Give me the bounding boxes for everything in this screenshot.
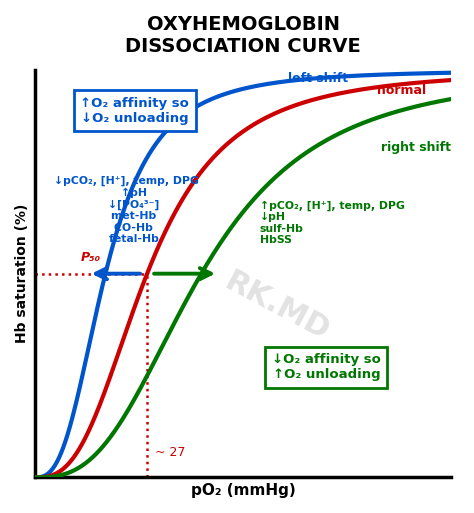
Text: ↑O₂ affinity so
↓O₂ unloading: ↑O₂ affinity so ↓O₂ unloading	[80, 96, 189, 125]
Text: ~ 27: ~ 27	[155, 446, 186, 460]
Text: ↓O₂ affinity so
↑O₂ unloading: ↓O₂ affinity so ↑O₂ unloading	[272, 353, 381, 381]
Text: right shift: right shift	[381, 142, 451, 154]
Text: left shift: left shift	[288, 72, 348, 85]
Text: RK.MD: RK.MD	[219, 267, 334, 346]
Text: normal: normal	[377, 84, 426, 97]
Text: P₅₀: P₅₀	[81, 251, 100, 264]
X-axis label: pO₂ (mmHg): pO₂ (mmHg)	[191, 483, 295, 498]
Title: OXYHEMOGLOBIN
DISSOCIATION CURVE: OXYHEMOGLOBIN DISSOCIATION CURVE	[125, 15, 361, 56]
Y-axis label: Hb saturation (%): Hb saturation (%)	[15, 204, 29, 343]
Text: ↑pCO₂, [H⁺], temp, DPG
↓pH
sulf-Hb
HbSS: ↑pCO₂, [H⁺], temp, DPG ↓pH sulf-Hb HbSS	[260, 200, 404, 245]
Text: ↓pCO₂, [H⁺], temp, DPG
    ↑pH
    ↓[PO₄³⁻]
    met-Hb
    CO-Hb
    fetal-Hb: ↓pCO₂, [H⁺], temp, DPG ↑pH ↓[PO₄³⁻] met-…	[54, 176, 199, 245]
